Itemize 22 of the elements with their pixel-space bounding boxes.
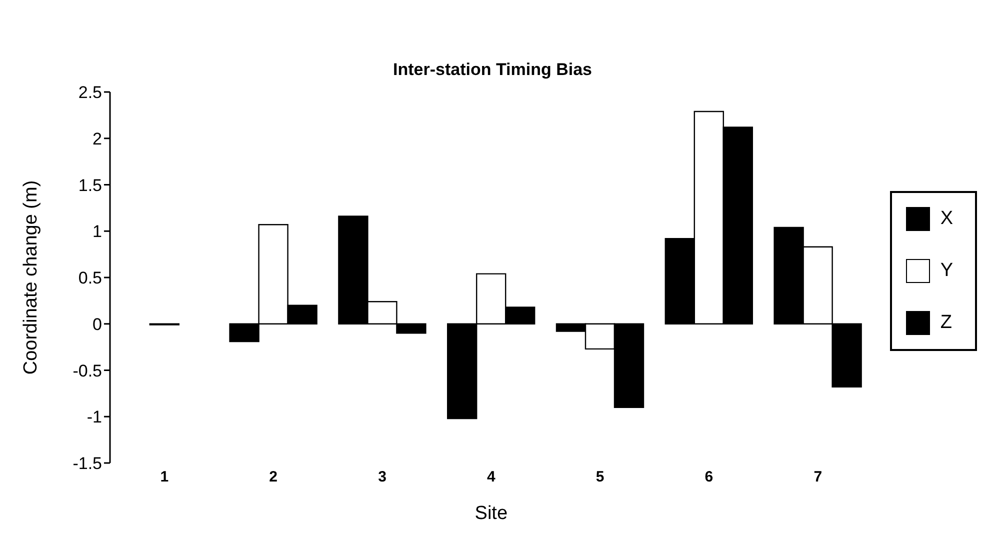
- y-tick-label: 1: [92, 222, 102, 242]
- chart-title: Inter-station Timing Bias: [392, 60, 593, 80]
- y-tick-label: 0: [92, 314, 102, 334]
- y-axis-title: Coordinate change (m): [20, 180, 42, 375]
- x-tick-label: 4: [486, 468, 496, 486]
- y-tick-label: -1.5: [72, 454, 102, 474]
- x-tick-label: 6: [704, 468, 714, 486]
- x-tick-label: 1: [160, 468, 169, 486]
- x-axis-title: Site: [474, 503, 508, 524]
- legend-label: Y: [940, 260, 953, 282]
- legend-label: Z: [940, 312, 952, 334]
- x-tick-label: 5: [596, 468, 604, 486]
- x-tick-label: 3: [378, 468, 386, 486]
- y-tick-label: -1: [86, 408, 102, 427]
- x-tick-label: 7: [814, 468, 822, 486]
- y-tick-label: 2: [92, 129, 102, 148]
- y-tick-label: -0.5: [72, 361, 102, 380]
- y-tick-label: 1.5: [78, 176, 102, 195]
- y-tick-label: 0.5: [78, 268, 102, 288]
- legend-label: X: [940, 208, 953, 230]
- y-tick-label: 2.5: [78, 83, 102, 102]
- x-tick-label: 2: [269, 468, 278, 486]
